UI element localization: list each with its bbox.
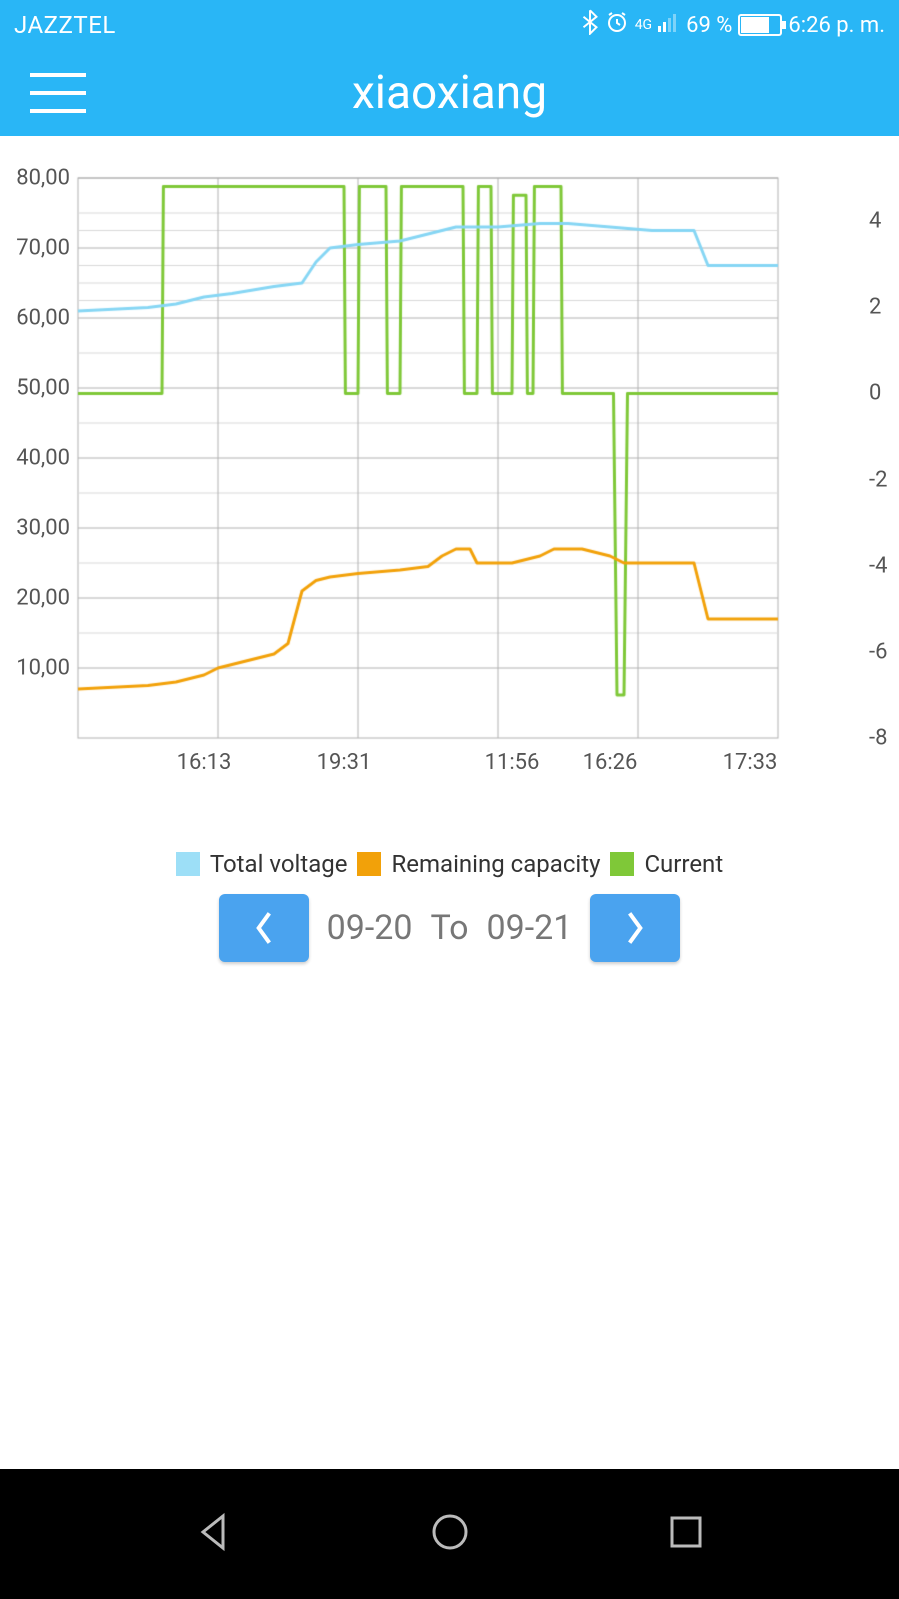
y-right-tick: -4 [869,553,887,578]
y-right-tick: -2 [869,467,887,492]
legend-label-capacity: Remaining capacity [391,850,600,878]
x-tick: 19:31 [317,750,372,775]
next-date-button[interactable] [590,894,680,962]
y-left-tick: 20,00 [16,586,70,611]
app-title: xiaoxiang [0,66,899,120]
x-tick: 17:33 [723,750,778,775]
legend-swatch-capacity [357,852,381,876]
x-tick: 16:13 [177,750,232,775]
chart-container: 10,00 20,00 30,00 40,00 50,00 60,00 70,00 80,00… [0,156,899,806]
status-icons: 4G 69 % 6:26 p. m. [581,9,885,41]
y-left-tick: 40,00 [16,446,70,471]
battery-icon [738,14,782,36]
date-navigator: 09-20 To 09-21 [0,894,899,962]
app-bar: xiaoxiang [0,50,899,136]
y-left-tick: 50,00 [16,376,70,401]
clock-label: 6:26 p. m. [788,13,885,38]
y-right-tick: -8 [869,726,887,751]
android-nav-bar [0,1469,899,1599]
battery-pct-label: 69 % [686,13,732,38]
y-right-tick: 0 [869,381,881,406]
signal-4g-icon: 4G [635,18,652,32]
y-right-tick: -6 [869,639,887,664]
y-left-tick: 30,00 [16,516,70,541]
x-tick: 16:26 [583,750,638,775]
y-left-tick: 80,00 [16,166,70,191]
legend-swatch-current [610,852,634,876]
legend-label-voltage: Total voltage [210,850,348,878]
y-left-tick: 60,00 [16,306,70,331]
alarm-icon [605,10,629,40]
menu-button[interactable] [30,73,86,113]
chart-canvas [0,156,899,806]
y-left-tick: 10,00 [16,656,70,681]
date-from: 09-20 [327,908,413,948]
bluetooth-icon [581,9,599,41]
x-tick: 11:56 [485,750,540,775]
home-button[interactable] [426,1508,474,1560]
y-right-tick: 4 [869,209,881,234]
y-right-tick: 2 [869,295,881,320]
prev-date-button[interactable] [219,894,309,962]
date-to-word: To [430,908,468,948]
recent-button[interactable] [662,1508,710,1560]
date-to: 09-21 [487,908,573,948]
legend-label-current: Current [644,850,723,878]
legend: Total voltage Remaining capacity Current [0,850,899,878]
y-left-tick: 70,00 [16,236,70,261]
back-button[interactable] [189,1508,237,1560]
signal-bars-icon [658,12,680,38]
status-bar: JAZZTEL 4G 69 % 6:26 p. m. [0,0,899,50]
carrier-label: JAZZTEL [14,11,116,39]
date-range-label: 09-20 To 09-21 [327,908,573,948]
legend-swatch-voltage [176,852,200,876]
